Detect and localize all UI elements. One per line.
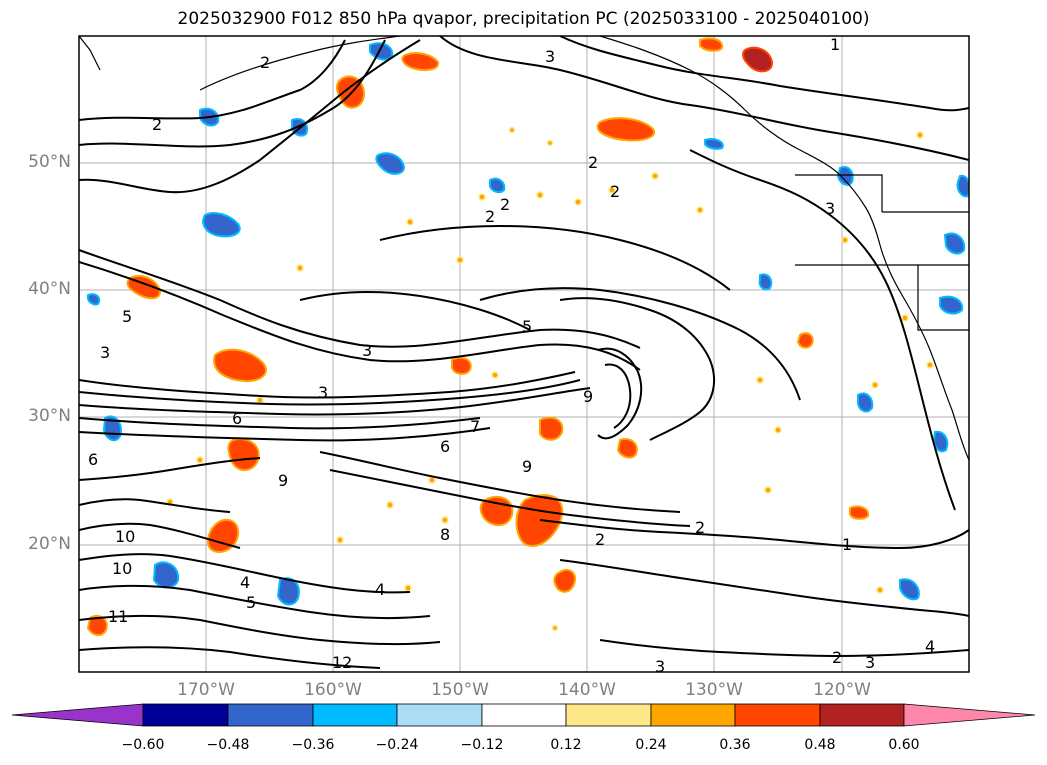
colorbar-extend-high [903,703,1036,727]
contour-label: 6 [232,409,242,428]
contour-label: 3 [100,343,110,362]
lon-label-150w: 150°W [431,680,489,700]
lon-label-130w: 130°W [685,680,743,700]
colorbar-tick-label: −0.36 [291,737,335,753]
colorbar-bin [734,703,821,727]
colorbar-tick-label: −0.48 [206,737,250,753]
contour-label: 2 [260,53,270,72]
colorbar [11,703,1036,727]
colorbar-tick-label: 0.24 [635,737,667,753]
contour-label: 11 [108,607,128,626]
colorbar-tick-label: 0.36 [719,737,751,753]
contour-label: 2 [832,648,842,667]
contour-label: 2 [695,518,705,537]
contour-labels: 1 2 2 2 2 2 2 2 3 3 3 3 3 3 4 4 5 5 5 6 … [88,35,935,676]
map-plot-area: 1 2 2 2 2 2 2 2 3 3 3 3 3 3 4 4 5 5 5 6 … [79,35,969,676]
lon-label-140w: 140°W [558,680,616,700]
colorbar-bin [481,703,567,727]
contour-label: 10 [112,559,132,578]
contour-label: 5 [522,317,532,336]
contour-label: 12 [332,653,352,672]
lat-label-30n: 30°N [28,406,71,426]
contour-label: 8 [440,525,450,544]
contour-label: 6 [440,437,450,456]
colorbar-tick-label: 0.12 [550,737,582,753]
contour-label: 9 [583,387,593,406]
contour-label: 6 [88,450,98,469]
contour-label: 2 [485,207,495,226]
contour-label: 1 [830,35,840,54]
contour-label: 5 [246,593,256,612]
contour-label: 3 [545,47,555,66]
lat-label-20n: 20°N [28,534,71,554]
contour-label: 9 [278,471,288,490]
colorbar-tick-label: −0.60 [121,737,165,753]
contour-label: 3 [865,653,875,672]
colorbar-tick-label: −0.12 [460,737,504,753]
colorbar-bin [819,703,905,727]
colorbar-bin [565,703,652,727]
contour-label: 2 [610,182,620,201]
contour-label: 2 [152,115,162,134]
colorbar-bin [312,703,398,727]
contour-label: 3 [825,199,835,218]
contour-label: 3 [318,383,328,402]
qvapor-contours [79,36,969,669]
contour-label: 3 [655,657,665,676]
lat-label-50n: 50°N [28,152,71,172]
colorbar-bin [142,703,229,727]
contour-label: 3 [362,341,372,360]
map-frame [78,35,970,673]
lon-label-170w: 170°W [177,680,235,700]
colorbar-extend-low [11,703,144,727]
contour-label: 5 [122,307,132,326]
precip-small-dots [166,126,934,632]
colorbar-tick-label: −0.24 [375,737,419,753]
contour-label: 10 [115,527,135,546]
contour-label: 4 [240,573,250,592]
map-title: 2025032900 F012 850 hPa qvapor, precipit… [177,9,870,29]
contour-label: 2 [500,195,510,214]
contour-label: 4 [925,637,935,656]
colorbar-tick-label: 0.48 [804,737,836,753]
contour-label: 4 [375,580,385,599]
colorbar-bin [650,703,736,727]
lat-label-40n: 40°N [28,279,71,299]
contour-label: 2 [588,153,598,172]
colorbar-bin [396,703,483,727]
contour-label: 2 [595,530,605,549]
colorbar-bin [227,703,314,727]
contour-label: 7 [470,417,480,436]
coastline [79,36,969,461]
colorbar-tick-label: 0.60 [888,737,920,753]
lon-label-160w: 160°W [304,680,362,700]
contour-label: 9 [522,457,532,476]
contour-label: 1 [842,535,852,554]
lon-label-120w: 120°W [813,680,871,700]
